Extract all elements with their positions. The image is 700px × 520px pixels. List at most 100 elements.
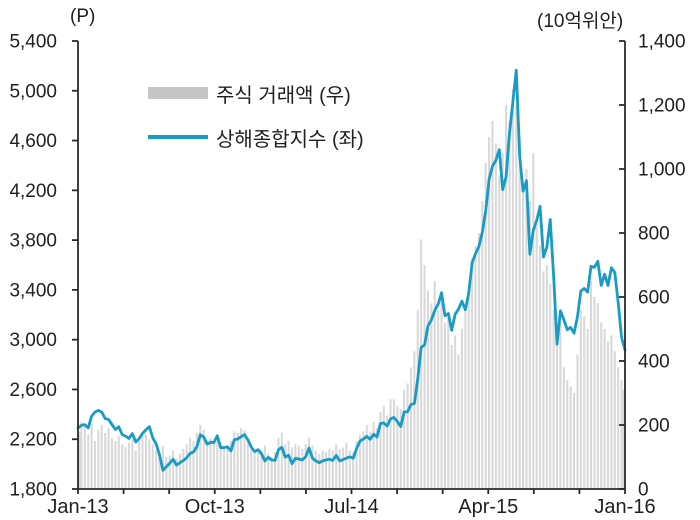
volume-bar: [280, 433, 283, 489]
volume-bar: [185, 444, 188, 489]
volume-bar: [253, 452, 256, 489]
volume-bar: [216, 434, 219, 489]
volume-bar: [569, 386, 572, 489]
volume-bar: [304, 444, 307, 489]
volume-bar: [389, 399, 392, 489]
x-axis-tick-label: Jan-16: [594, 496, 655, 518]
x-axis-tick-label: Apr-15: [458, 496, 518, 518]
volume-bar: [348, 450, 351, 489]
volume-bar: [260, 450, 263, 489]
volume-bar: [250, 447, 253, 489]
volume-bar: [579, 309, 582, 489]
volume-bar: [494, 143, 497, 489]
volume-bar: [110, 437, 114, 489]
volume-bar: [433, 281, 436, 489]
volume-bar: [284, 444, 287, 489]
volume-bar: [151, 444, 154, 489]
line-series-swatch-icon: [148, 134, 208, 140]
volume-bar: [596, 303, 599, 489]
volume-bar: [274, 452, 277, 489]
volume-bar: [379, 412, 382, 489]
volume-bar: [141, 436, 144, 489]
volume-bar: [212, 442, 215, 489]
volume-bar: [552, 309, 555, 489]
volume-bar: [331, 450, 334, 489]
bar-series-swatch-icon: [148, 87, 208, 99]
right-axis-tick-label: 0: [638, 480, 649, 501]
volume-bar: [100, 425, 103, 489]
volume-bar: [202, 429, 205, 489]
volume-bar: [447, 316, 450, 489]
volume-bar: [460, 329, 463, 489]
volume-bar: [209, 437, 212, 489]
volume-bar: [386, 415, 389, 489]
volume-bar: [498, 175, 501, 489]
volume-bar: [620, 380, 623, 489]
volume-bar: [518, 137, 521, 489]
volume-bar: [121, 444, 124, 489]
volume-bar: [338, 449, 341, 489]
left-axis-tick-label: 4,200: [9, 181, 57, 202]
volume-bar: [365, 425, 368, 489]
volume-bar: [559, 322, 562, 489]
right-axis-tick-label: 800: [638, 224, 670, 245]
volume-bar: [593, 297, 596, 489]
volume-bar: [80, 421, 83, 489]
legend: 주식 거래액 (우) 상해종합지수 (좌): [148, 82, 364, 170]
legend-label-sse-index: 상해종합지수 (좌): [216, 128, 364, 151]
left-axis-tick-label: 1,800: [9, 480, 57, 501]
volume-bar: [148, 439, 151, 489]
volume-bar: [144, 434, 147, 489]
volume-bar: [440, 290, 443, 489]
volume-bar: [236, 433, 239, 489]
volume-bar: [229, 441, 232, 489]
volume-bar: [243, 429, 246, 489]
volume-bar: [195, 433, 198, 489]
volume-bar: [321, 450, 324, 489]
volume-bar: [117, 436, 120, 489]
volume-bar: [223, 447, 226, 489]
left-axis-tick-label: 2,600: [9, 380, 57, 401]
volume-bar: [396, 405, 399, 489]
left-axis-tick-label: 3,000: [9, 330, 57, 351]
volume-bar: [491, 121, 494, 489]
volume-bar: [484, 162, 487, 489]
volume-bar: [301, 449, 304, 489]
volume-bar: [406, 383, 409, 489]
x-axis-tick-label: Oct-13: [185, 496, 245, 518]
volume-bar: [290, 447, 294, 489]
volume-bar: [589, 281, 593, 489]
volume-bar: [335, 444, 338, 489]
volume-bar: [226, 445, 229, 489]
volume-bar: [586, 329, 589, 489]
volume-bar: [311, 445, 314, 489]
volume-bar: [566, 380, 569, 489]
volume-bar: [352, 452, 355, 489]
volume-bar: [382, 405, 385, 489]
volume-bar: [233, 431, 236, 489]
legend-item-sse-index: 상해종합지수 (좌): [148, 126, 364, 151]
volume-bar: [505, 105, 508, 489]
volume-bar: [471, 258, 474, 489]
volume-bar: [450, 345, 453, 489]
volume-bar: [240, 428, 243, 489]
x-axis-tick-label: Jan-13: [47, 496, 108, 518]
volume-bar: [131, 439, 134, 489]
volume-bar: [345, 442, 348, 489]
volume-bar: [464, 309, 467, 489]
volume-bar: [603, 329, 606, 489]
volume-bar: [263, 445, 266, 489]
volume-bar: [501, 153, 504, 489]
volume-bar: [189, 437, 192, 489]
volume-bar: [372, 421, 375, 489]
volume-bar: [535, 226, 538, 489]
volume-bar: [318, 453, 321, 489]
volume-bar: [430, 303, 433, 489]
right-axis-tick-label: 1,000: [638, 160, 686, 181]
volume-bar: [539, 245, 542, 489]
left-axis-tick-label: 2,200: [9, 430, 57, 451]
volume-bar: [572, 393, 576, 489]
volume-bar: [416, 309, 419, 489]
volume-bar: [294, 444, 297, 489]
